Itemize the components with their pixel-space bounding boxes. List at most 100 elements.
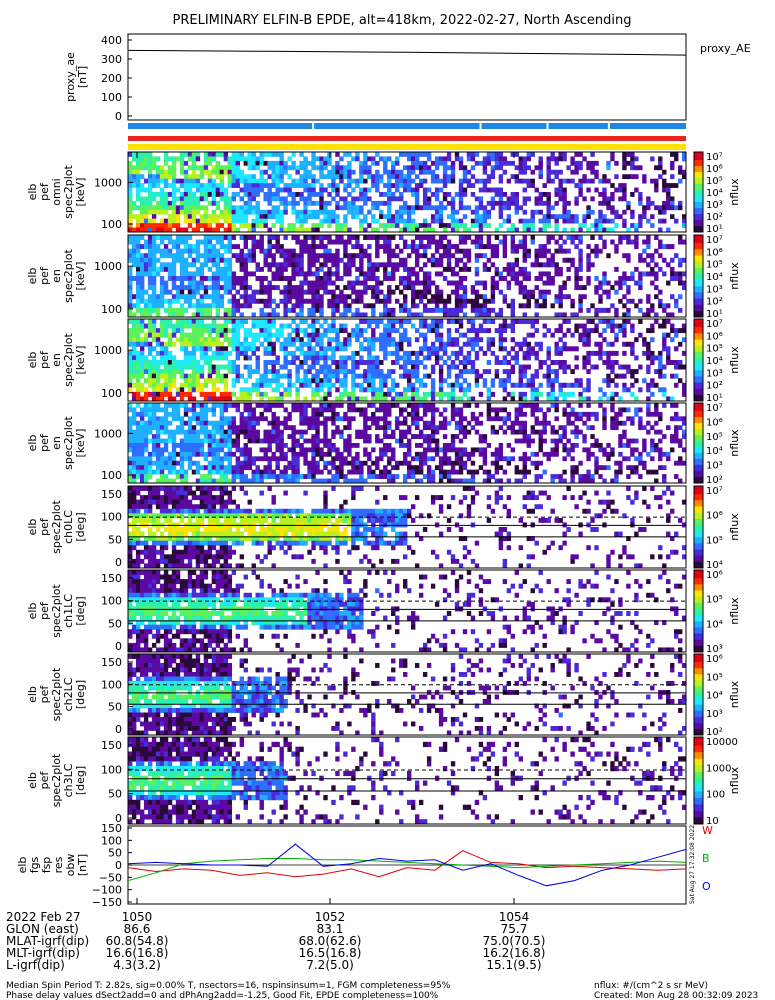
heatmap-cell <box>223 187 229 193</box>
heatmap-cell <box>163 378 169 384</box>
heatmap-cell <box>128 420 133 426</box>
heatmap-cell <box>251 209 256 215</box>
heatmap-cell <box>410 369 416 375</box>
heatmap-cell <box>522 156 527 162</box>
heatmap-cell <box>128 307 133 313</box>
heatmap-cell <box>590 319 595 324</box>
heatmap-cell <box>498 205 504 211</box>
heatmap-cell <box>403 373 408 379</box>
heatmap-cell <box>434 332 440 338</box>
heatmap-cell <box>263 209 268 215</box>
heatmap-cell <box>514 280 519 286</box>
heatmap-cell <box>279 341 284 347</box>
heatmap-cell <box>403 244 408 250</box>
heatmap-cell <box>295 209 300 215</box>
heatmap-cell <box>315 266 320 272</box>
heatmap-cell <box>235 169 240 175</box>
colorbar-segment <box>694 263 703 267</box>
heatmap-cell <box>263 253 268 259</box>
heatmap-cell <box>203 341 209 347</box>
heatmap-cell <box>335 266 340 272</box>
heatmap-cell <box>131 447 137 453</box>
heatmap-cell <box>458 387 464 393</box>
heatmap-cell <box>335 387 340 393</box>
heatmap-cell <box>155 429 161 435</box>
heatmap-cell <box>219 271 225 277</box>
heatmap-cell <box>638 253 643 259</box>
heatmap-cell <box>383 235 388 240</box>
heatmap-cell <box>163 391 169 397</box>
heatmap-cell <box>131 294 137 300</box>
heatmap-cell <box>434 178 440 184</box>
heatmap-cell <box>522 169 527 175</box>
heatmap-cell <box>259 248 264 254</box>
heatmap-cell <box>422 307 428 313</box>
heatmap-cell <box>522 178 527 184</box>
heatmap-cell <box>438 244 444 250</box>
heatmap-cell <box>371 289 376 295</box>
heatmap-cell <box>219 403 225 408</box>
heatmap-cell <box>203 214 209 220</box>
heatmap-cell <box>458 285 464 291</box>
heatmap-cell <box>295 369 300 375</box>
colorbar-segment <box>694 188 703 191</box>
heatmap-cell <box>526 346 531 352</box>
colorbar-tick-label: 10¹ <box>706 224 723 235</box>
heatmap-cell <box>634 227 639 233</box>
heatmap-cell <box>586 378 591 384</box>
heatmap-cell <box>359 346 364 352</box>
heatmap-cell <box>586 214 591 220</box>
heatmap-cell <box>155 443 161 448</box>
heatmap-cell <box>414 276 420 281</box>
heatmap-cell <box>311 152 316 157</box>
heatmap-cell <box>602 244 607 250</box>
heatmap-cell <box>135 253 141 259</box>
heatmap-cell <box>299 218 304 224</box>
heatmap-cell <box>267 244 272 250</box>
heatmap-cell <box>159 285 165 291</box>
heatmap-cell <box>466 341 472 347</box>
heatmap-cell <box>478 178 484 184</box>
heatmap-cell <box>299 239 304 245</box>
heatmap-cell <box>399 391 404 397</box>
heatmap-cell <box>147 323 153 329</box>
heatmap-cell <box>279 253 284 259</box>
colorbar-segment <box>694 304 703 308</box>
heatmap-cell <box>139 460 145 466</box>
heatmap-cell <box>351 369 356 375</box>
heatmap-cell <box>211 443 217 448</box>
heatmap-cell <box>279 214 284 220</box>
heatmap-cell <box>347 341 352 347</box>
heatmap-cell <box>426 328 432 334</box>
heatmap-cell <box>159 192 165 197</box>
heatmap-cell <box>347 391 352 397</box>
heatmap-cell <box>187 319 193 324</box>
heatmap-cell <box>522 187 527 193</box>
heatmap-cell <box>283 312 288 318</box>
heatmap-cell <box>410 373 416 379</box>
heatmap-cell <box>159 429 165 435</box>
heatmap-cell <box>199 169 205 175</box>
heatmap-cell <box>167 460 173 466</box>
heatmap-cell <box>195 387 201 393</box>
heatmap-cell <box>195 303 201 309</box>
heatmap-cell <box>203 396 209 402</box>
heatmap-cell <box>128 303 133 309</box>
heatmap-cell <box>343 248 348 254</box>
heatmap-cell <box>410 323 416 329</box>
heatmap-cell <box>347 355 352 361</box>
heatmap-cell <box>518 244 523 250</box>
heatmap-cell <box>331 262 336 268</box>
panel-y-label-line: proxy_ae <box>64 52 77 102</box>
heatmap-cell <box>128 438 133 444</box>
heatmap-cell <box>634 369 639 375</box>
heatmap-cell <box>574 382 579 388</box>
heatmap-cell <box>383 323 388 329</box>
heatmap-cell <box>135 235 141 240</box>
heatmap-cell <box>283 257 288 263</box>
heatmap-cell <box>159 373 165 379</box>
heatmap-cell <box>335 276 340 281</box>
heatmap-cell <box>163 253 169 259</box>
heatmap-cell <box>562 156 567 162</box>
heatmap-cell <box>135 280 141 286</box>
